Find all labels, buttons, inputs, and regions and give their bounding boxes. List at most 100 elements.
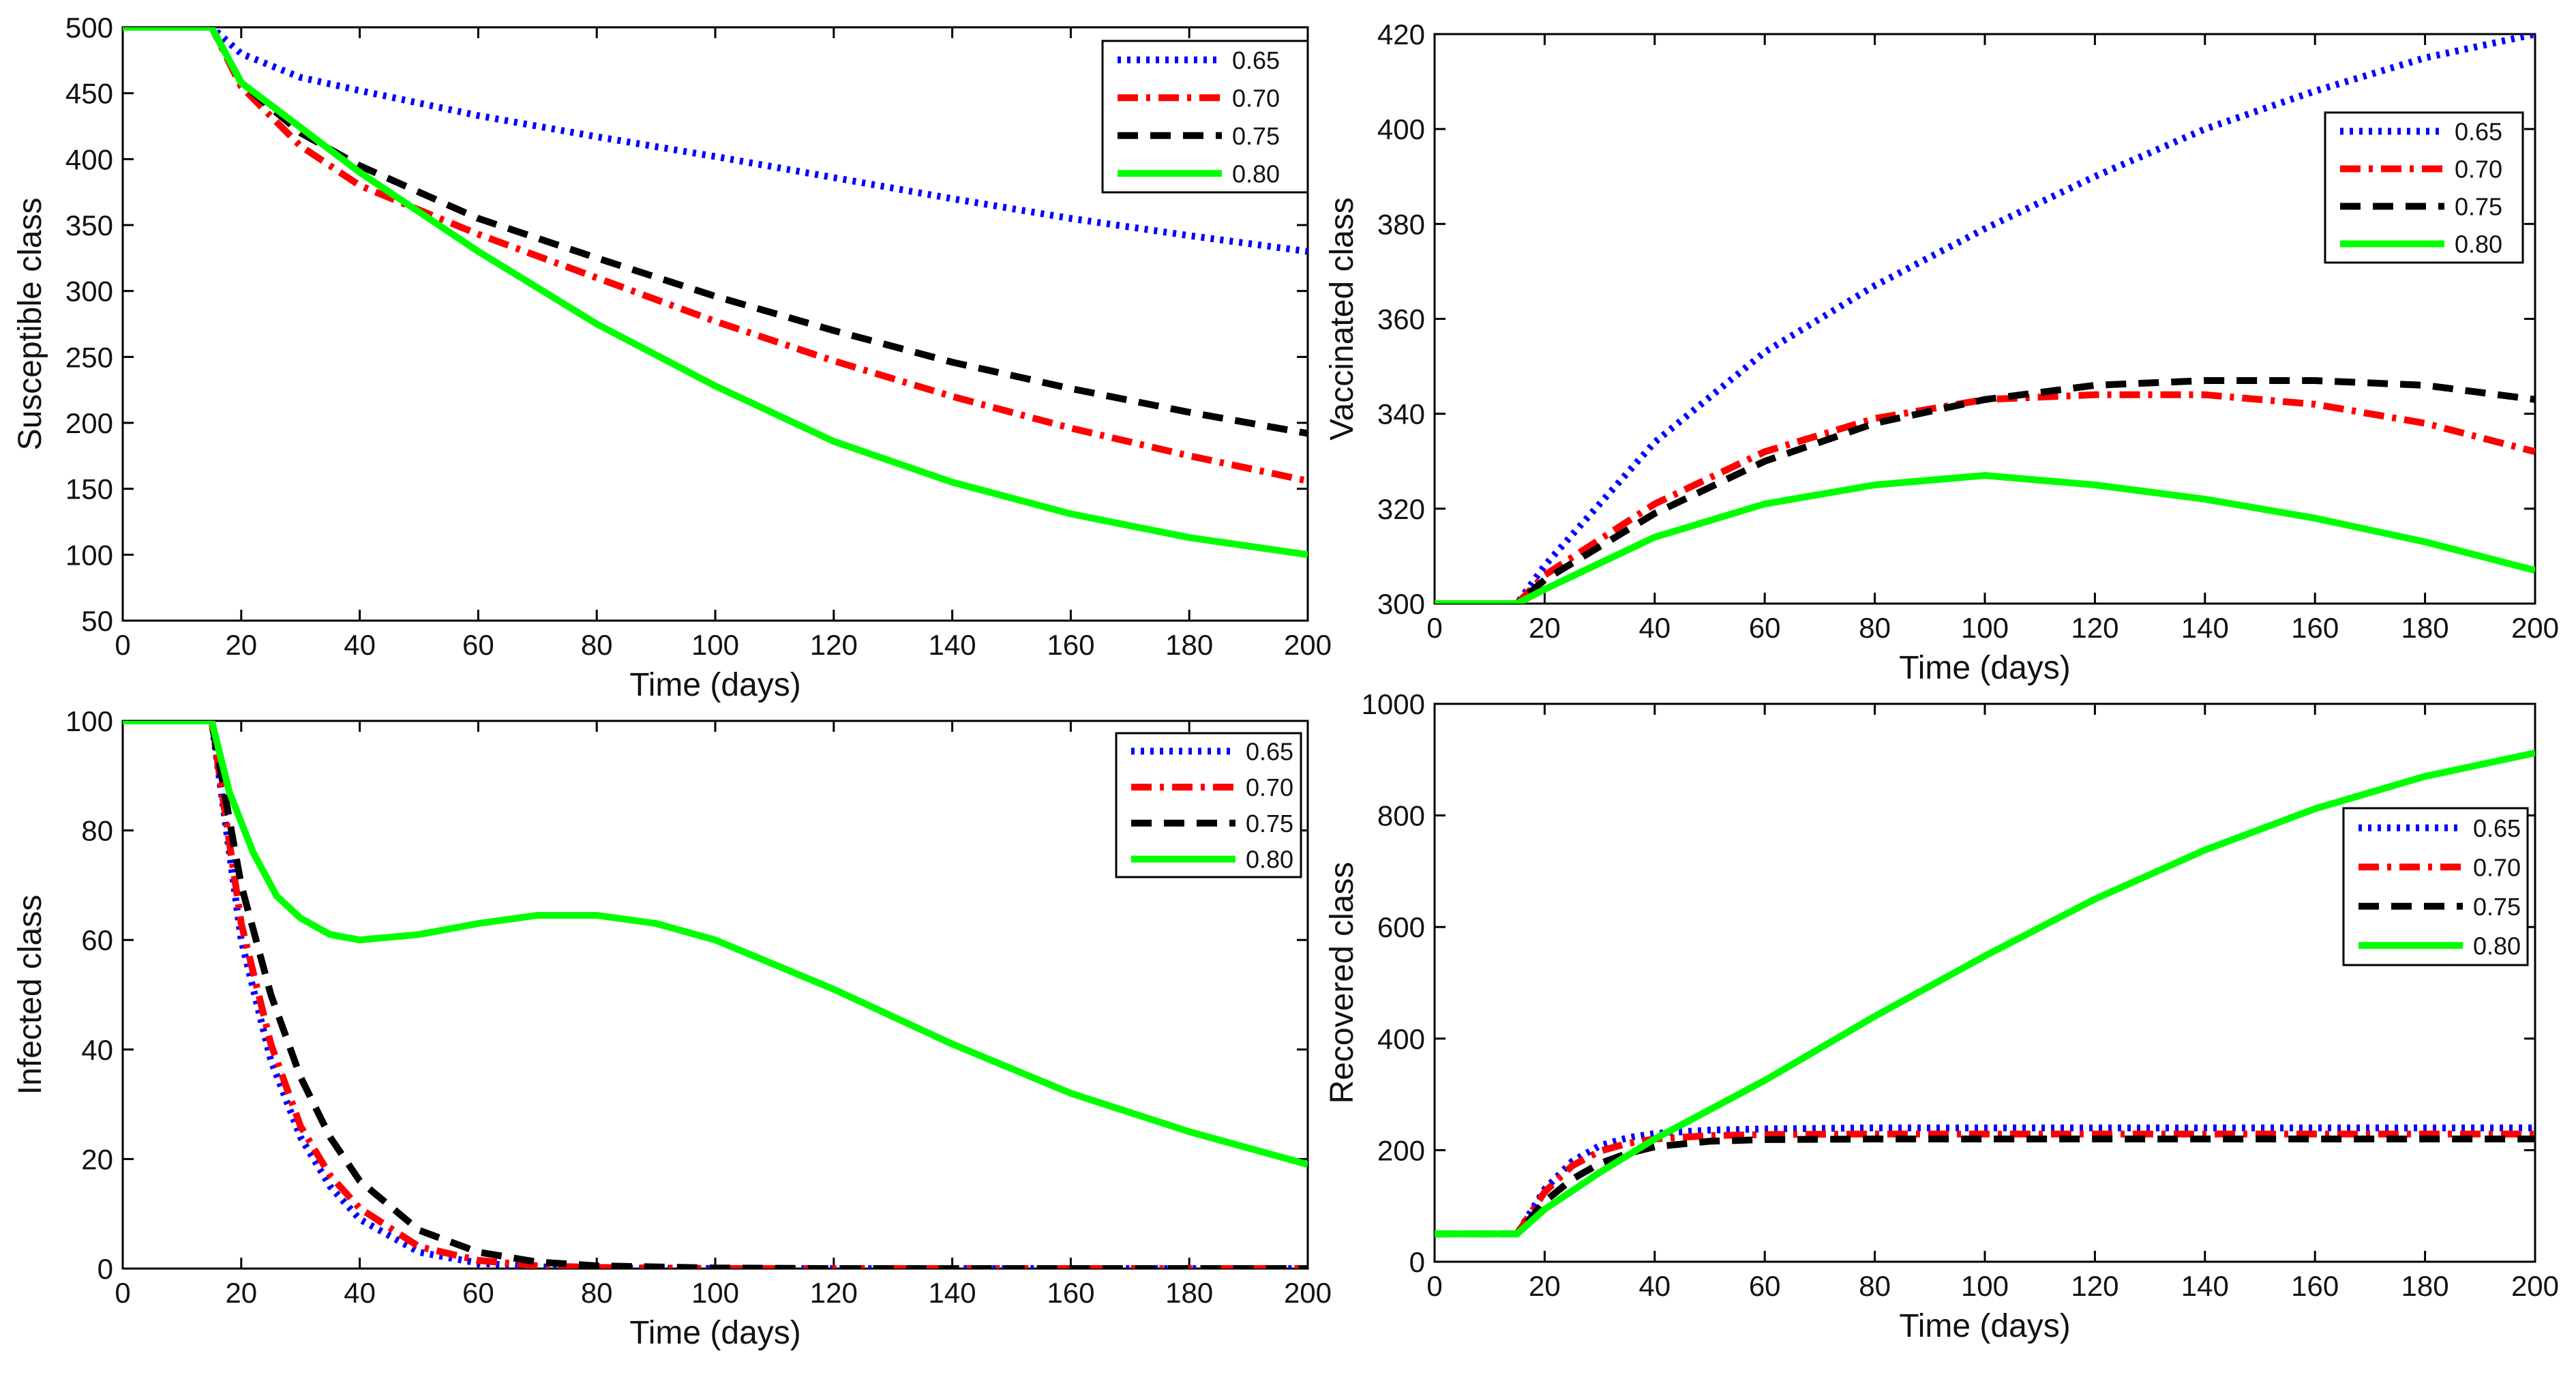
susceptible-x-tick-label: 0 bbox=[115, 629, 130, 661]
susceptible-x-tick-label: 160 bbox=[1047, 629, 1094, 661]
recovered-y-tick-label: 800 bbox=[1377, 800, 1425, 832]
chart-panel-recovered: 0 20 40 60 80 100 120 140 160 180 200 0 200 400 600 800… bbox=[1324, 688, 2559, 1344]
vaccinated-y-tick-label: 400 bbox=[1377, 113, 1425, 145]
vaccinated-x-tick-label: 120 bbox=[2071, 612, 2118, 644]
vaccinated-x-tick-label: 200 bbox=[2511, 612, 2559, 644]
susceptible-legend-label-070: 0.70 bbox=[1232, 84, 1280, 112]
susceptible-legend-label-075: 0.75 bbox=[1232, 122, 1280, 150]
vaccinated-series-group bbox=[1435, 34, 2535, 604]
susceptible-legend-label-065: 0.65 bbox=[1232, 46, 1280, 74]
susceptible-y-tick-label: 300 bbox=[65, 276, 113, 308]
recovered-legend-label-065: 0.65 bbox=[2473, 814, 2521, 842]
vaccinated-x-tick-label: 140 bbox=[2181, 612, 2229, 644]
susceptible-y-tick-label: 250 bbox=[65, 341, 113, 373]
infected-legend-label-065: 0.65 bbox=[1246, 737, 1293, 765]
vaccinated-y-axis-label: Vaccinated class bbox=[1324, 197, 1360, 441]
infected-y-tick-label: 40 bbox=[81, 1034, 113, 1066]
vaccinated-y-tick-label: 300 bbox=[1377, 588, 1425, 620]
vaccinated-y-tick-label: 360 bbox=[1377, 303, 1425, 336]
recovered-x-tick-label: 60 bbox=[1749, 1270, 1781, 1302]
susceptible-x-tick-label: 120 bbox=[810, 629, 858, 661]
vaccinated-x-tick-label: 20 bbox=[1529, 612, 1561, 644]
recovered-x-tick-label: 0 bbox=[1426, 1270, 1442, 1302]
infected-x-tick-label: 180 bbox=[1165, 1277, 1213, 1309]
susceptible-legend: 0.65 0.70 0.75 0.80 bbox=[1101, 40, 1309, 194]
recovered-y-tick-label: 600 bbox=[1377, 911, 1425, 943]
vaccinated-y-tick-label: 420 bbox=[1377, 18, 1425, 50]
susceptible-x-tick-label: 200 bbox=[1284, 629, 1332, 661]
infected-y-tick-label: 100 bbox=[65, 705, 113, 737]
infected-legend-label-070: 0.70 bbox=[1246, 773, 1293, 801]
vaccinated-x-tick-label: 80 bbox=[1859, 612, 1891, 644]
recovered-y-tick-label: 1000 bbox=[1362, 688, 1425, 720]
recovered-x-tick-label: 200 bbox=[2511, 1270, 2559, 1302]
vaccinated-x-tick-label: 0 bbox=[1426, 612, 1442, 644]
recovered-series-line-070 bbox=[1435, 1130, 2535, 1238]
susceptible-y-tick-label: 150 bbox=[65, 473, 113, 505]
susceptible-x-tick-label: 60 bbox=[462, 629, 494, 661]
infected-legend-box bbox=[1115, 732, 1302, 878]
recovered-x-tick-label: 100 bbox=[1961, 1270, 2009, 1302]
vaccinated-y-tick-label: 380 bbox=[1377, 208, 1425, 240]
vaccinated-legend-label-065: 0.65 bbox=[2455, 118, 2502, 146]
recovered-legend-label-075: 0.75 bbox=[2473, 893, 2521, 921]
vaccinated-x-tick-label: 40 bbox=[1638, 612, 1671, 644]
infected-y-axis-label: Infected class bbox=[12, 895, 48, 1095]
susceptible-y-tick-label: 100 bbox=[65, 539, 113, 571]
infected-x-tick-label: 140 bbox=[929, 1277, 976, 1309]
vaccinated-series-line-080 bbox=[1435, 472, 2535, 604]
infected-x-tick-label: 200 bbox=[1284, 1277, 1332, 1309]
chart-panel-vaccinated: 0 20 40 60 80 100 120 140 160 180 200 300 320 340 360 3… bbox=[1324, 18, 2559, 686]
susceptible-series-line-065 bbox=[123, 27, 1308, 255]
recovered-legend: 0.65 0.70 0.75 0.80 bbox=[2342, 807, 2529, 966]
susceptible-series-line-080 bbox=[123, 27, 1308, 559]
infected-x-tick-label: 40 bbox=[344, 1277, 376, 1309]
susceptible-y-axis-label: Susceptible class bbox=[12, 198, 48, 451]
infected-series-line-070 bbox=[123, 721, 1308, 1269]
vaccinated-series-line-075 bbox=[1435, 377, 2535, 604]
recovered-series-line-080 bbox=[1435, 750, 2535, 1238]
susceptible-y-tick-label: 450 bbox=[65, 78, 113, 110]
infected-x-tick-label: 160 bbox=[1047, 1277, 1094, 1309]
susceptible-y-tick-label: 500 bbox=[65, 12, 113, 44]
susceptible-y-tick-label: 200 bbox=[65, 407, 113, 439]
susceptible-x-tick-label: 80 bbox=[581, 629, 613, 661]
infected-x-tick-label: 120 bbox=[810, 1277, 858, 1309]
susceptible-x-tick-label: 100 bbox=[691, 629, 739, 661]
infected-x-tick-label: 80 bbox=[581, 1277, 613, 1309]
susceptible-x-tick-label: 140 bbox=[929, 629, 976, 661]
recovered-legend-label-080: 0.80 bbox=[2473, 932, 2521, 960]
recovered-series-line-065 bbox=[1435, 1124, 2535, 1238]
recovered-x-tick-label: 140 bbox=[2181, 1270, 2229, 1302]
susceptible-x-tick-label: 40 bbox=[344, 629, 376, 661]
infected-x-tick-label: 60 bbox=[462, 1277, 494, 1309]
vaccinated-legend-label-075: 0.75 bbox=[2455, 193, 2502, 221]
susceptible-y-tick-label: 400 bbox=[65, 143, 113, 175]
recovered-series-group bbox=[1435, 750, 2535, 1238]
susceptible-series-group bbox=[123, 27, 1308, 559]
recovered-x-tick-label: 20 bbox=[1529, 1270, 1561, 1302]
susceptible-x-tick-label: 180 bbox=[1165, 629, 1213, 661]
recovered-series-line-075 bbox=[1435, 1136, 2535, 1238]
infected-x-axis-label: Time (days) bbox=[629, 1315, 801, 1351]
vaccinated-x-tick-label: 100 bbox=[1961, 612, 2009, 644]
recovered-x-axis-label: Time (days) bbox=[1899, 1308, 2071, 1344]
susceptible-y-tick-label: 350 bbox=[65, 209, 113, 241]
recovered-y-tick-label: 0 bbox=[1409, 1246, 1425, 1278]
infected-series-group bbox=[123, 721, 1308, 1269]
recovered-x-tick-label: 160 bbox=[2291, 1270, 2339, 1302]
vaccinated-y-tick-label: 320 bbox=[1377, 493, 1425, 525]
infected-x-tick-label: 100 bbox=[691, 1277, 739, 1309]
infected-legend: 0.65 0.70 0.75 0.80 bbox=[1115, 732, 1302, 878]
infected-x-tick-label: 0 bbox=[115, 1277, 130, 1309]
vaccinated-x-tick-label: 160 bbox=[2291, 612, 2339, 644]
recovered-x-tick-label: 180 bbox=[2401, 1270, 2449, 1302]
vaccinated-legend-label-080: 0.80 bbox=[2455, 231, 2502, 258]
infected-legend-label-075: 0.75 bbox=[1246, 810, 1293, 838]
vaccinated-legend: 0.65 0.70 0.75 0.80 bbox=[2324, 111, 2524, 264]
recovered-x-tick-label: 80 bbox=[1859, 1270, 1891, 1302]
recovered-y-tick-label: 200 bbox=[1377, 1134, 1425, 1166]
vaccinated-y-tick-label: 340 bbox=[1377, 398, 1425, 430]
infected-legend-label-080: 0.80 bbox=[1246, 846, 1293, 874]
vaccinated-legend-box bbox=[2324, 111, 2524, 264]
